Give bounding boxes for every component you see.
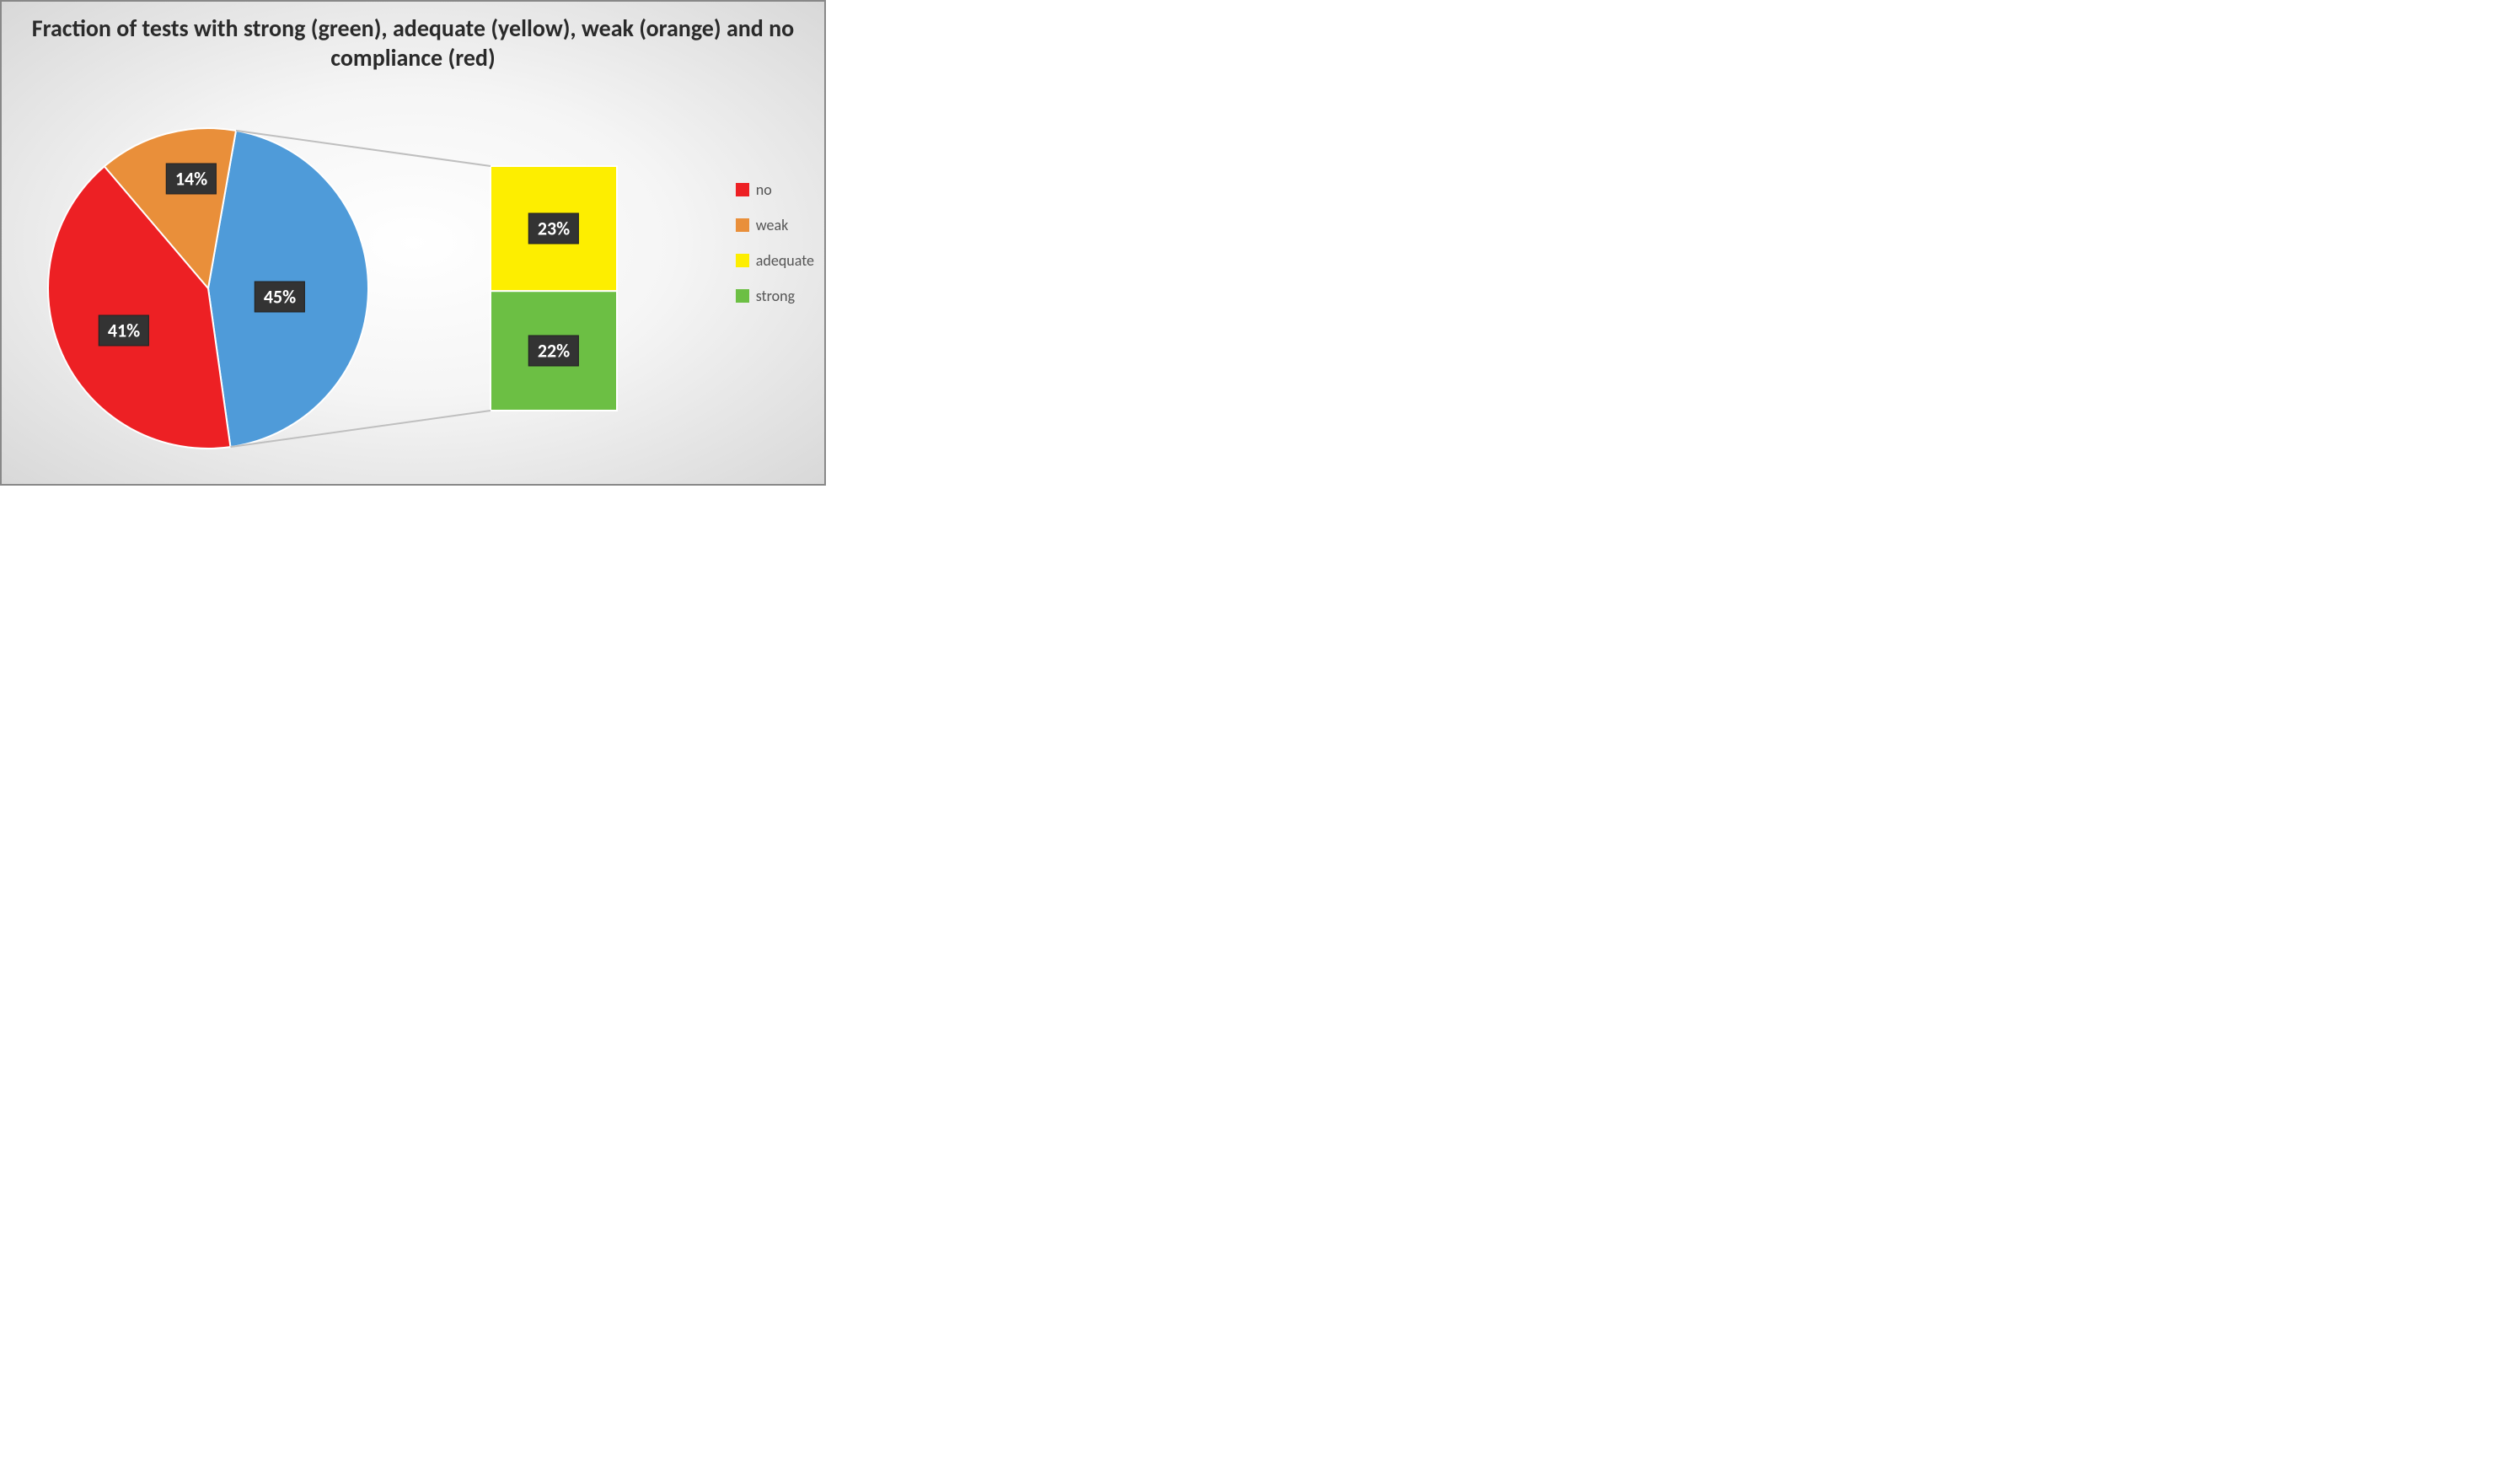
legend-item-no: no — [736, 180, 814, 199]
legend-item-strong: strong — [736, 287, 814, 305]
legend-label-no: no — [756, 180, 772, 199]
legend-swatch-no — [736, 183, 749, 196]
data-label-other: 45% — [255, 282, 305, 313]
legend-swatch-weak — [736, 218, 749, 232]
legend-item-weak: weak — [736, 216, 814, 234]
data-label-no: 41% — [99, 315, 149, 347]
legend-label-strong: strong — [756, 287, 795, 305]
data-label-weak: 14% — [166, 164, 217, 195]
legend: no weak adequate strong — [736, 180, 814, 305]
legend-swatch-strong — [736, 289, 749, 303]
chart-container: Fraction of tests with strong (green), a… — [0, 0, 826, 486]
data-label-strong: 22% — [528, 336, 579, 367]
data-label-adequate: 23% — [528, 213, 579, 244]
legend-label-adequate: adequate — [756, 251, 814, 270]
legend-swatch-adequate — [736, 254, 749, 267]
legend-label-weak: weak — [756, 216, 788, 234]
plot-area: 45% 41% 14% 23% 22% — [2, 103, 824, 474]
legend-item-adequate: adequate — [736, 251, 814, 270]
chart-svg — [2, 103, 828, 474]
chart-title: Fraction of tests with strong (green), a… — [2, 2, 824, 73]
